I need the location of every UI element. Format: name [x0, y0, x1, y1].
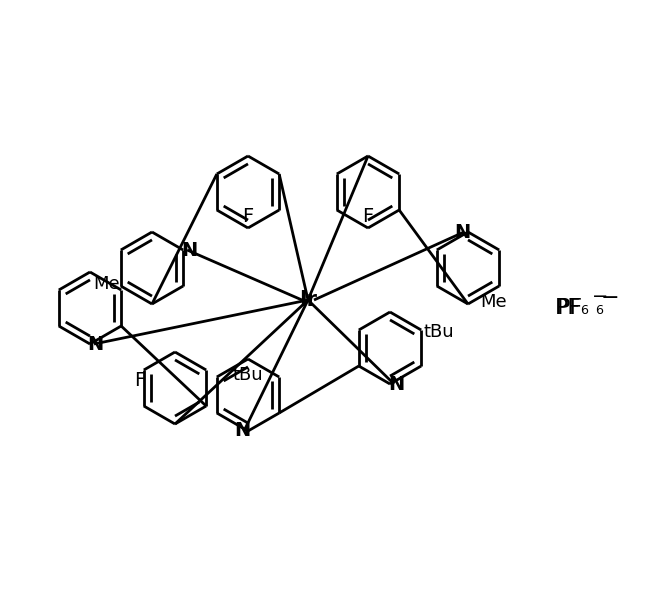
Text: F: F: [362, 207, 374, 226]
Text: −: −: [592, 287, 608, 305]
Text: tBu: tBu: [424, 323, 455, 341]
Text: Me: Me: [94, 275, 120, 293]
Text: PF: PF: [557, 298, 583, 318]
Text: −: −: [601, 288, 619, 308]
Text: PF: PF: [555, 298, 581, 318]
Text: $_6$: $_6$: [595, 299, 605, 317]
Text: tBu: tBu: [233, 366, 264, 384]
Text: N: N: [181, 240, 197, 259]
Text: N: N: [87, 334, 103, 353]
Text: Ir: Ir: [299, 290, 317, 310]
Text: F: F: [243, 207, 254, 226]
Text: N: N: [388, 375, 404, 394]
Text: Me: Me: [480, 293, 507, 311]
Text: N: N: [454, 223, 470, 242]
Text: N: N: [234, 422, 250, 440]
Text: F: F: [134, 371, 146, 390]
Text: $_6$: $_6$: [580, 299, 589, 317]
